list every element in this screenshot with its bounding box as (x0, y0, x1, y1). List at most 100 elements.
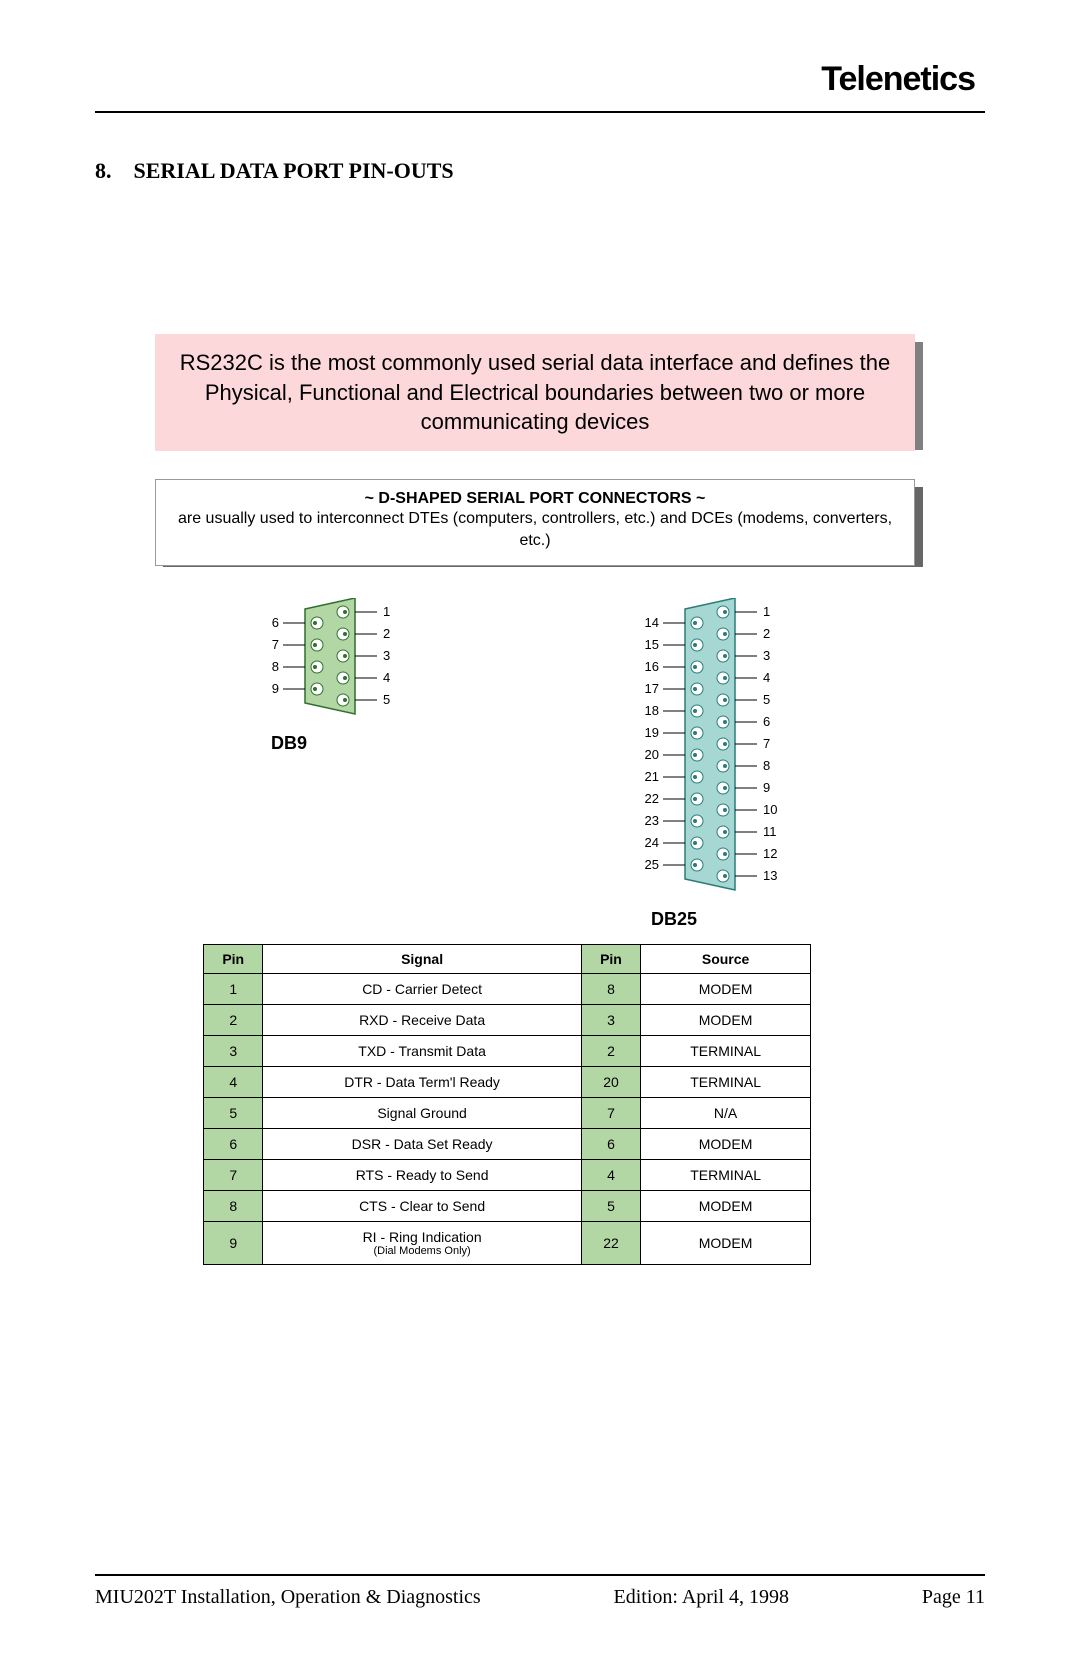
db9-block: 123456789 DB9 (235, 598, 425, 754)
footer-page: Page 11 (922, 1586, 985, 1609)
cell-source: TERMINAL (641, 1160, 811, 1191)
cell-source: MODEM (641, 1191, 811, 1222)
cell-signal: RI - Ring Indication(Dial Modems Only) (263, 1222, 581, 1265)
cell-pin2: 20 (581, 1067, 640, 1098)
cell-source: TERMINAL (641, 1036, 811, 1067)
brand-logo: Telenetics (95, 60, 985, 99)
cell-pin1: 6 (204, 1129, 263, 1160)
svg-text:1: 1 (763, 604, 770, 619)
db25-diagram: 1234567891011121314151617181920212223242… (615, 598, 845, 896)
svg-text:3: 3 (383, 648, 390, 663)
svg-text:6: 6 (272, 615, 279, 630)
cell-source: MODEM (641, 974, 811, 1005)
cell-pin1: 2 (204, 1005, 263, 1036)
cell-pin1: 4 (204, 1067, 263, 1098)
footer-edition: Edition: April 4, 1998 (613, 1586, 789, 1609)
cell-source: TERMINAL (641, 1067, 811, 1098)
svg-text:7: 7 (272, 637, 279, 652)
svg-text:17: 17 (645, 681, 659, 696)
cell-source: MODEM (641, 1129, 811, 1160)
svg-text:14: 14 (645, 615, 659, 630)
col-pin1: Pin (204, 945, 263, 974)
table-row: 4DTR - Data Term'l Ready20TERMINAL (204, 1067, 811, 1098)
cell-signal: DTR - Data Term'l Ready (263, 1067, 581, 1098)
db9-diagram: 123456789 (235, 598, 425, 720)
table-header-row: Pin Signal Pin Source (204, 945, 811, 974)
table-row: 5Signal Ground7N/A (204, 1098, 811, 1129)
db25-block: 1234567891011121314151617181920212223242… (615, 598, 845, 930)
svg-text:21: 21 (645, 769, 659, 784)
svg-text:22: 22 (645, 791, 659, 806)
svg-text:5: 5 (383, 692, 390, 707)
svg-text:12: 12 (763, 846, 777, 861)
svg-text:7: 7 (763, 736, 770, 751)
col-signal: Signal (263, 945, 581, 974)
pinout-table: Pin Signal Pin Source 1CD - Carrier Dete… (203, 944, 811, 1265)
svg-text:5: 5 (763, 692, 770, 707)
db9-label: DB9 (235, 733, 425, 754)
callout-box: RS232C is the most commonly used serial … (155, 334, 915, 451)
section-heading: 8. SERIAL DATA PORT PIN-OUTS (95, 158, 985, 184)
page-content: Telenetics 8. SERIAL DATA PORT PIN-OUTS … (95, 60, 985, 1265)
cell-pin2: 3 (581, 1005, 640, 1036)
cell-pin2: 2 (581, 1036, 640, 1067)
cell-signal: RXD - Receive Data (263, 1005, 581, 1036)
info-text: are usually used to interconnect DTEs (c… (174, 508, 896, 551)
info-title: ~ D-SHAPED SERIAL PORT CONNECTORS ~ (174, 490, 896, 508)
cell-signal: TXD - Transmit Data (263, 1036, 581, 1067)
svg-text:11: 11 (763, 824, 777, 839)
cell-source: MODEM (641, 1005, 811, 1036)
svg-text:4: 4 (763, 670, 770, 685)
content-area: RS232C is the most commonly used serial … (155, 334, 925, 1265)
svg-text:4: 4 (383, 670, 390, 685)
svg-text:13: 13 (763, 868, 777, 883)
cell-signal: Signal Ground (263, 1098, 581, 1129)
cell-pin2: 7 (581, 1098, 640, 1129)
svg-text:9: 9 (763, 780, 770, 795)
table-row: 1CD - Carrier Detect8MODEM (204, 974, 811, 1005)
section-title-text: SERIAL DATA PORT PIN-OUTS (134, 158, 454, 183)
callout-text: RS232C is the most commonly used serial … (180, 350, 891, 434)
cell-pin1: 8 (204, 1191, 263, 1222)
svg-text:2: 2 (763, 626, 770, 641)
rs232c-callout: RS232C is the most commonly used serial … (155, 334, 925, 451)
svg-text:2: 2 (383, 626, 390, 641)
svg-text:24: 24 (645, 835, 659, 850)
svg-text:1: 1 (383, 604, 390, 619)
svg-text:10: 10 (763, 802, 777, 817)
svg-text:8: 8 (763, 758, 770, 773)
svg-text:19: 19 (645, 725, 659, 740)
table-row: 6DSR - Data Set Ready6MODEM (204, 1129, 811, 1160)
svg-text:23: 23 (645, 813, 659, 828)
table-row: 9RI - Ring Indication(Dial Modems Only)2… (204, 1222, 811, 1265)
cell-pin2: 8 (581, 974, 640, 1005)
footer-rule (95, 1574, 985, 1576)
table-row: 7RTS - Ready to Send4TERMINAL (204, 1160, 811, 1191)
table-row: 2RXD - Receive Data3MODEM (204, 1005, 811, 1036)
footer-row: MIU202T Installation, Operation & Diagno… (95, 1586, 985, 1609)
svg-text:25: 25 (645, 857, 659, 872)
brand-text: Telenetics (821, 60, 975, 98)
db25-label: DB25 (615, 909, 845, 930)
cell-pin1: 7 (204, 1160, 263, 1191)
cell-pin1: 5 (204, 1098, 263, 1129)
cell-pin1: 1 (204, 974, 263, 1005)
svg-text:15: 15 (645, 637, 659, 652)
cell-pin2: 6 (581, 1129, 640, 1160)
cell-source: MODEM (641, 1222, 811, 1265)
col-pin2: Pin (581, 945, 640, 974)
section-number: 8. (95, 158, 112, 183)
col-source: Source (641, 945, 811, 974)
connector-diagrams: 123456789 DB9 12345678910111213141516171… (155, 598, 925, 930)
cell-signal: CTS - Clear to Send (263, 1191, 581, 1222)
page-footer: MIU202T Installation, Operation & Diagno… (95, 1574, 985, 1609)
table-row: 8CTS - Clear to Send5MODEM (204, 1191, 811, 1222)
header-rule (95, 111, 985, 113)
svg-text:6: 6 (763, 714, 770, 729)
svg-text:3: 3 (763, 648, 770, 663)
table-row: 3TXD - Transmit Data2TERMINAL (204, 1036, 811, 1067)
cell-signal: RTS - Ready to Send (263, 1160, 581, 1191)
cell-pin1: 9 (204, 1222, 263, 1265)
cell-source: N/A (641, 1098, 811, 1129)
cell-pin2: 5 (581, 1191, 640, 1222)
